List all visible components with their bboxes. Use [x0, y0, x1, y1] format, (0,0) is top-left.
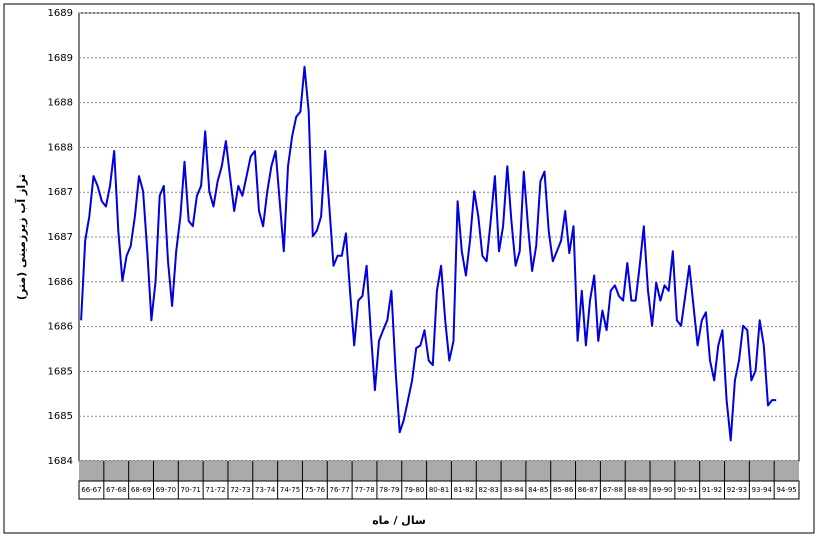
x-axis-title: سال / ماه	[372, 514, 426, 527]
x-tick-label: 89-90	[652, 486, 672, 494]
year-row	[78, 480, 800, 500]
x-tick-label: 91-92	[702, 486, 722, 494]
y-tick-label: 1687	[48, 232, 73, 243]
y-tick-label: 1685	[48, 366, 73, 377]
y-tick-label: 1687	[48, 187, 73, 198]
x-tick-label: 68-69	[131, 486, 151, 494]
x-tick-label: 87-88	[603, 486, 623, 494]
x-tick-label: 70-71	[181, 486, 201, 494]
y-tick-label: 1689	[48, 53, 73, 64]
x-tick-label: 71-72	[205, 486, 225, 494]
x-tick-label: 93-94	[752, 486, 773, 494]
x-tick-label: 76-77	[330, 486, 350, 494]
x-tick-label: 78-79	[379, 486, 399, 494]
y-tick-label: 1686	[48, 277, 73, 288]
x-tick-label: 90-91	[677, 486, 697, 494]
y-tick-label: 1689	[48, 8, 73, 19]
x-tick-label: 72-73	[230, 486, 250, 494]
y-tick-label: 1684	[48, 456, 73, 467]
x-tick-label: 74-75	[280, 486, 300, 494]
x-tick-label: 73-74	[255, 486, 276, 494]
x-tick-label: 86-87	[578, 486, 598, 494]
x-tick-label: 84-85	[528, 486, 548, 494]
x-tick-label: 80-81	[429, 486, 449, 494]
y-tick-label: 1688	[48, 142, 73, 153]
x-tick-label: 81-82	[454, 486, 474, 494]
x-tick-label: 88-89	[627, 486, 647, 494]
x-tick-label: 77-78	[354, 486, 374, 494]
x-tick-label: 94-95	[776, 486, 796, 494]
x-tick-label: 69-70	[156, 486, 176, 494]
x-tick-label: 66-67	[81, 486, 101, 494]
x-tick-label: 83-84	[503, 486, 524, 494]
date-strip	[79, 461, 799, 481]
x-tick-label: 67-68	[106, 486, 126, 494]
x-tick-label: 82-83	[478, 486, 498, 494]
x-tick-label: 75-76	[305, 486, 326, 494]
x-tick-label: 85-86	[553, 486, 574, 494]
series-line	[80, 65, 777, 442]
y-tick-label: 1688	[48, 98, 73, 109]
y-axis-title: تراز آب زیرزمینی (متر)	[14, 174, 28, 300]
y-tick-label: 1685	[48, 411, 73, 422]
x-tick-label: 92-93	[727, 486, 747, 494]
x-tick-label: 79-80	[404, 486, 424, 494]
y-tick-label: 1686	[48, 322, 73, 333]
